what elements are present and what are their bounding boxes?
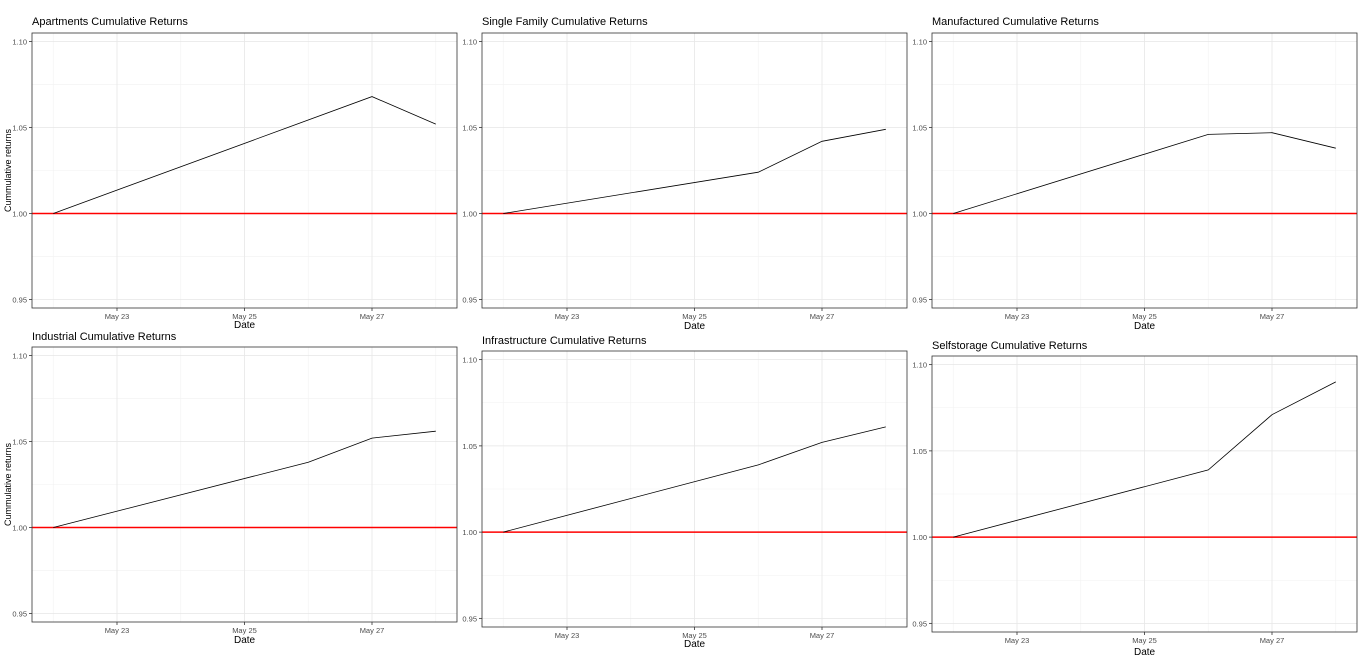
x-axis-title: Date bbox=[684, 639, 706, 650]
x-tick-label: May 25 bbox=[232, 312, 257, 321]
chart-title: Manufactured Cumulative Returns bbox=[932, 16, 1099, 28]
plot-border bbox=[931, 32, 1358, 309]
x-tick-label: May 25 bbox=[682, 631, 707, 640]
x-tick-label: May 27 bbox=[1260, 312, 1285, 321]
x-tick-label: May 27 bbox=[360, 312, 385, 321]
y-tick-label: 1.10 bbox=[912, 361, 927, 370]
x-tick-label: May 27 bbox=[360, 626, 385, 635]
plot-border bbox=[481, 32, 908, 309]
chart-title: Industrial Cumulative Returns bbox=[32, 331, 177, 343]
x-tick-label: May 23 bbox=[105, 312, 130, 321]
plot-border bbox=[481, 350, 908, 628]
y-tick-label: 0.95 bbox=[462, 614, 477, 623]
x-tick-label: May 25 bbox=[1132, 312, 1157, 321]
x-axis-title: Date bbox=[684, 321, 706, 332]
x-tick-label: May 27 bbox=[810, 312, 835, 321]
x-tick-label: May 23 bbox=[555, 312, 580, 321]
chart-title: Selfstorage Cumulative Returns bbox=[932, 340, 1088, 352]
series-line-1 bbox=[53, 430, 436, 528]
plot-border bbox=[931, 355, 1358, 633]
y-tick-label: 1.10 bbox=[12, 352, 27, 361]
y-tick-label: 1.10 bbox=[462, 38, 477, 47]
chart-title: Apartments Cumulative Returns bbox=[32, 16, 188, 28]
series-line-1 bbox=[53, 96, 436, 214]
y-tick-label: 0.95 bbox=[912, 619, 927, 628]
chart-title: Single Family Cumulative Returns bbox=[482, 16, 648, 28]
x-tick-label: May 25 bbox=[682, 312, 707, 321]
x-axis-title: Date bbox=[1134, 647, 1156, 658]
y-tick-label: 1.10 bbox=[12, 38, 27, 47]
y-tick-label: 1.00 bbox=[12, 523, 27, 532]
y-tick-label: 1.10 bbox=[912, 38, 927, 47]
y-tick-label: 1.00 bbox=[912, 533, 927, 542]
x-tick-label: May 27 bbox=[1260, 636, 1285, 645]
chart-title: Infrastructure Cumulative Returns bbox=[482, 335, 647, 347]
series-line-1 bbox=[503, 128, 886, 214]
series-line-1 bbox=[953, 381, 1336, 538]
x-tick-label: May 23 bbox=[1005, 312, 1030, 321]
x-axis-title: Date bbox=[234, 635, 256, 646]
y-tick-label: 1.05 bbox=[912, 447, 927, 456]
y-tick-label: 1.05 bbox=[462, 124, 477, 133]
y-tick-label: 0.95 bbox=[12, 295, 27, 304]
series-line-1 bbox=[503, 426, 886, 533]
y-tick-label: 0.95 bbox=[912, 295, 927, 304]
x-tick-label: May 23 bbox=[105, 626, 130, 635]
x-axis-title: Date bbox=[234, 320, 256, 331]
y-tick-label: 1.05 bbox=[12, 438, 27, 447]
y-tick-label: 1.00 bbox=[462, 528, 477, 537]
plot-border bbox=[31, 32, 458, 309]
x-tick-label: May 25 bbox=[232, 626, 257, 635]
y-tick-label: 1.05 bbox=[462, 442, 477, 451]
y-tick-label: 1.10 bbox=[462, 356, 477, 365]
y-tick-label: 1.05 bbox=[12, 124, 27, 133]
y-tick-label: 1.05 bbox=[912, 124, 927, 133]
y-tick-label: 1.00 bbox=[912, 209, 927, 218]
series-line-1 bbox=[953, 132, 1336, 214]
y-tick-label: 0.95 bbox=[462, 295, 477, 304]
plot-border bbox=[31, 346, 458, 623]
y-tick-label: 1.00 bbox=[462, 209, 477, 218]
y-tick-label: 0.95 bbox=[12, 609, 27, 618]
x-tick-label: May 25 bbox=[1132, 636, 1157, 645]
y-tick-label: 1.00 bbox=[12, 209, 27, 218]
x-tick-label: May 27 bbox=[810, 631, 835, 640]
x-axis-title: Date bbox=[1134, 321, 1156, 332]
x-tick-label: May 23 bbox=[555, 631, 580, 640]
x-tick-label: May 23 bbox=[1005, 636, 1030, 645]
